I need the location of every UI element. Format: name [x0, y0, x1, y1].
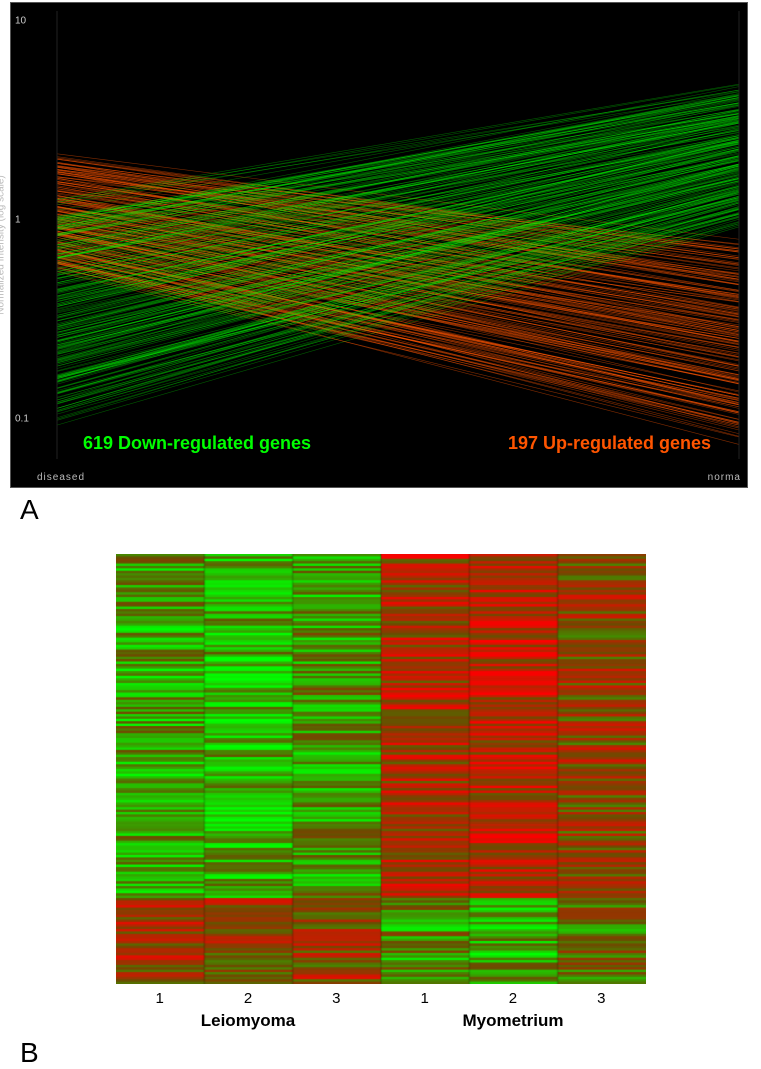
- heatmap-col-ticks: 1 2 3 1 2 3: [116, 990, 646, 1007]
- heatmap-group-labels: LeiomyomaMyometrium: [116, 1011, 646, 1031]
- heatmap-group-label: Myometrium: [381, 1011, 646, 1031]
- heatmap-col-tick: 3: [597, 990, 605, 1007]
- x-category-right: norma: [708, 472, 741, 483]
- y-tick: 1: [15, 215, 21, 226]
- y-tick: 10: [15, 15, 26, 26]
- heatmap-canvas: [116, 554, 646, 984]
- lineplot-container: Normalized Intensity (log scale) 0.1110d…: [10, 2, 751, 488]
- heatmap-group-label: Leiomyoma: [116, 1011, 381, 1031]
- lineplot-svg: [11, 3, 747, 487]
- heatmap-col-tick: 1: [420, 990, 428, 1007]
- heatmap-col-tick: 3: [332, 990, 340, 1007]
- annotation-up: 197 Up-regulated genes: [508, 433, 711, 454]
- panel-letter-b: B: [20, 1037, 761, 1069]
- heatmap-container: 1 2 3 1 2 3 LeiomyomaMyometrium: [116, 554, 646, 1031]
- lineplot: Normalized Intensity (log scale) 0.1110d…: [10, 2, 748, 488]
- y-axis-label: Normalized Intensity (log scale): [0, 175, 7, 315]
- annotation-down: 619 Down-regulated genes: [83, 433, 311, 454]
- heatmap-col-tick: 1: [155, 990, 163, 1007]
- panel-letter-a: A: [20, 494, 761, 526]
- heatmap-col-tick: 2: [509, 990, 517, 1007]
- heatmap-col-tick: 2: [244, 990, 252, 1007]
- y-tick: 0.1: [15, 414, 29, 425]
- x-category-left: diseased: [37, 472, 85, 483]
